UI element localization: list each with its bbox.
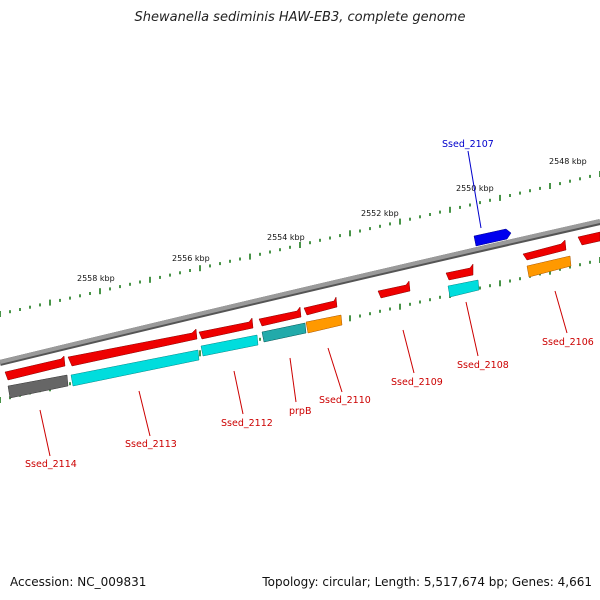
kbp-label-2558: 2558 kbp	[77, 274, 115, 283]
leader-prpb	[289, 357, 297, 403]
leader-ssed-2108	[465, 301, 479, 357]
gene-ssed-2107[interactable]	[473, 228, 512, 247]
kbp-label-2552: 2552 kbp	[361, 209, 399, 218]
cyan-block-2112	[200, 334, 259, 357]
kbp-label-2548: 2548 kbp	[549, 157, 587, 166]
gene-ssed-2106[interactable]	[522, 239, 567, 261]
gene-ssed-2109[interactable]	[377, 280, 411, 299]
label-ssed-2109: Ssed_2109	[391, 377, 443, 388]
label-ssed-2112: Ssed_2112	[221, 418, 273, 429]
kbp-label-2550: 2550 kbp	[456, 184, 494, 193]
genome-summary-text: Topology: circular; Length: 5,517,674 bp…	[262, 575, 592, 589]
leader-ssed-2110	[327, 347, 343, 393]
leader-ssed-2107	[467, 150, 482, 229]
gene-ssed-2113[interactable]	[67, 328, 198, 367]
label-ssed-2114: Ssed_2114	[25, 459, 77, 470]
label-ssed-2108: Ssed_2108	[457, 360, 509, 371]
kbp-label-2556: 2556 kbp	[172, 254, 210, 263]
accession-text: Accession: NC_009831	[10, 575, 147, 589]
label-ssed-2110: Ssed_2110	[319, 395, 371, 406]
gray-block-2114	[7, 374, 69, 399]
gene-ssed-2112[interactable]	[198, 317, 254, 340]
label-ssed-2113: Ssed_2113	[125, 439, 177, 450]
gene-ssed-2110[interactable]	[303, 296, 338, 316]
gene-ssed-2114[interactable]	[4, 355, 66, 381]
gene-prpb[interactable]	[258, 306, 302, 327]
orange-block-2106	[526, 255, 572, 278]
cyan-block-2113	[70, 349, 200, 387]
leader-ssed-2113	[138, 390, 151, 437]
kbp-label-2554: 2554 kbp	[267, 233, 305, 242]
label-ssed-2106: Ssed_2106	[542, 337, 594, 348]
leader-ssed-2114	[39, 409, 51, 457]
upper-scale-ticks	[0, 171, 600, 317]
label-ssed-2107: Ssed_2107	[442, 139, 494, 150]
backbone	[0, 219, 600, 364]
gene-ssed-2105[interactable]	[577, 231, 600, 246]
orange-block-2110	[305, 314, 343, 334]
gene-ssed-2108[interactable]	[445, 263, 474, 281]
leader-ssed-2112	[233, 370, 244, 415]
map-title: Shewanella sediminis HAW-EB3, complete g…	[134, 10, 466, 25]
label-prpb: prpB	[289, 406, 311, 417]
leader-ssed-2109	[402, 329, 415, 374]
teal-block-prpb	[261, 322, 307, 343]
leader-ssed-2106	[554, 290, 568, 334]
cyan-block-2108	[447, 279, 480, 298]
